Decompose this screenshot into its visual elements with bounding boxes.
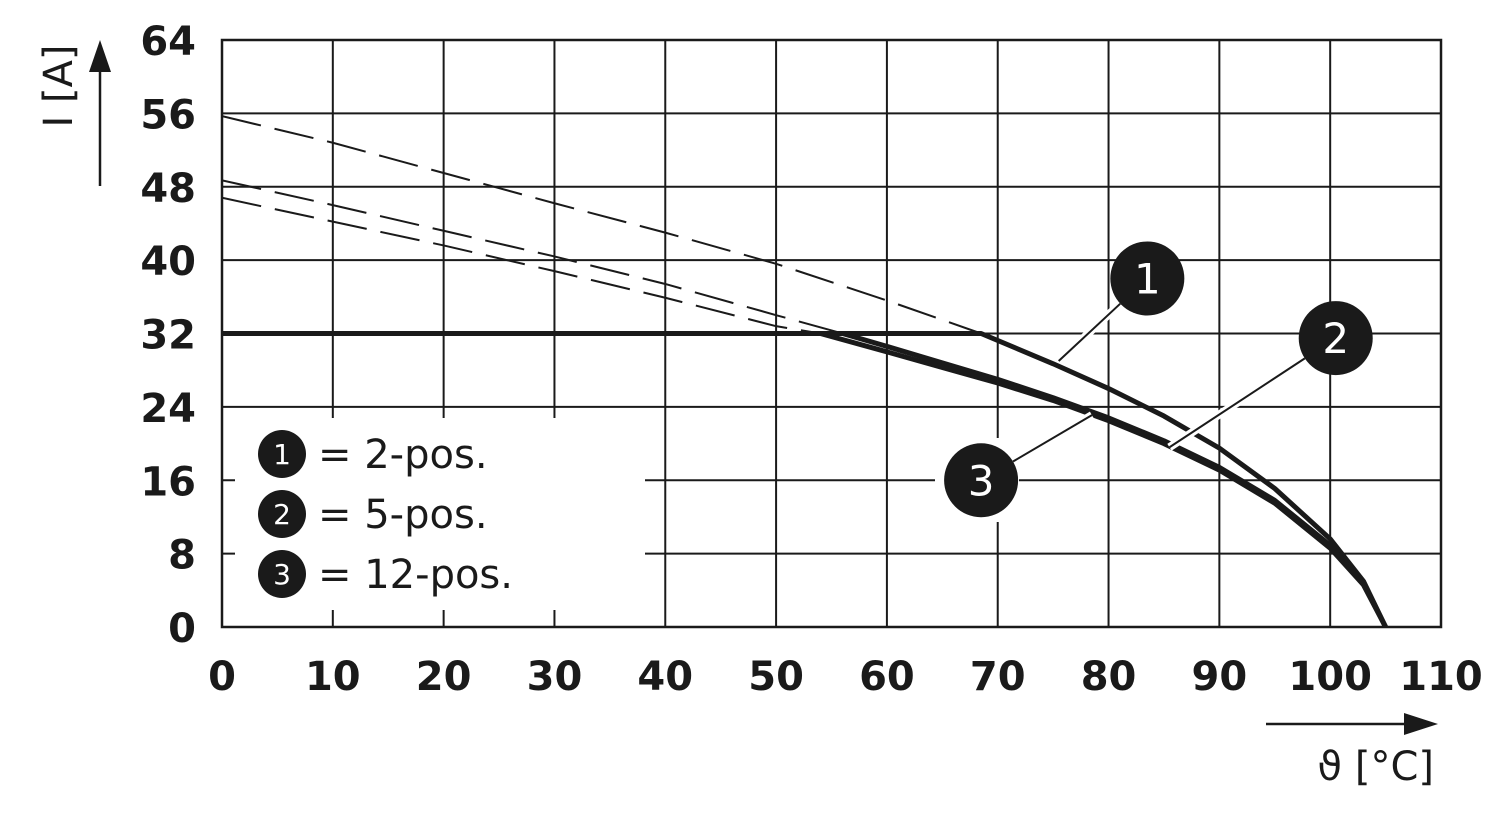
y-tick-label: 64	[140, 19, 196, 65]
y-tick-label: 48	[140, 166, 196, 212]
callout-badge-3	[944, 443, 1019, 518]
series-3-solid	[817, 331, 1389, 627]
x-tick-label: 70	[970, 654, 1026, 700]
x-tick-label: 30	[527, 654, 583, 700]
x-tick-label: 20	[416, 654, 472, 700]
x-tick-labels: 0 10 20 30 40 50 60 70 80 90 100 110	[208, 654, 1483, 700]
callout-badge-1	[1110, 241, 1185, 316]
y-axis-arrow-head	[89, 40, 111, 72]
callout-leader	[1168, 357, 1306, 449]
y-tick-label: 0	[168, 606, 196, 652]
legend-badge-3	[258, 550, 306, 598]
callouts: 1 2 3	[944, 241, 1373, 518]
y-tick-label: 32	[140, 313, 196, 359]
x-tick-label: 40	[637, 654, 693, 700]
x-tick-label: 50	[748, 654, 804, 700]
y-tick-label: 24	[140, 386, 196, 432]
callout-badge-label: 2	[1322, 314, 1349, 363]
callout-badge-2	[1298, 301, 1373, 376]
y-tick-label: 56	[140, 92, 196, 138]
series-layer	[222, 115, 1389, 627]
x-tick-label: 80	[1081, 654, 1137, 700]
x-tick-label: 0	[208, 654, 236, 700]
legend-label: = 12-pos.	[318, 552, 513, 598]
legend-badge-2	[258, 490, 306, 538]
x-axis-label: ϑ [°C]	[1317, 744, 1434, 790]
legend-label: = 2-pos.	[318, 432, 488, 478]
x-axis-arrow-head	[1404, 713, 1438, 735]
x-tick-label: 10	[305, 654, 361, 700]
callout-leader	[1057, 302, 1121, 362]
y-tick-labels: 0 8 16 24 32 40 48 56 64	[140, 19, 196, 652]
series-2-dashed	[222, 179, 843, 335]
x-tick-label: 90	[1192, 654, 1248, 700]
series-1-dashed	[222, 115, 982, 335]
x-tick-label: 100	[1288, 654, 1372, 700]
x-tick-label: 110	[1399, 654, 1483, 700]
y-tick-label: 40	[140, 239, 196, 285]
callout-badge-label: 1	[1134, 254, 1161, 303]
legend-badge-label: 3	[273, 558, 291, 591]
x-tick-label: 60	[859, 654, 915, 700]
callout-badge-label: 3	[968, 456, 995, 505]
legend-badge-1	[258, 430, 306, 478]
callout-leader	[1012, 414, 1093, 463]
y-tick-label: 8	[168, 533, 196, 579]
series-3-dashed	[222, 196, 821, 335]
y-axis-label: I [A]	[36, 44, 82, 127]
legend-badge-label: 1	[273, 438, 291, 471]
legend-badge-label: 2	[273, 498, 291, 531]
legend-label: = 5-pos.	[318, 492, 488, 538]
y-tick-label: 16	[140, 459, 196, 505]
legend: 1 = 2-pos. 2 = 5-pos. 3 = 12-pos.	[258, 430, 513, 598]
